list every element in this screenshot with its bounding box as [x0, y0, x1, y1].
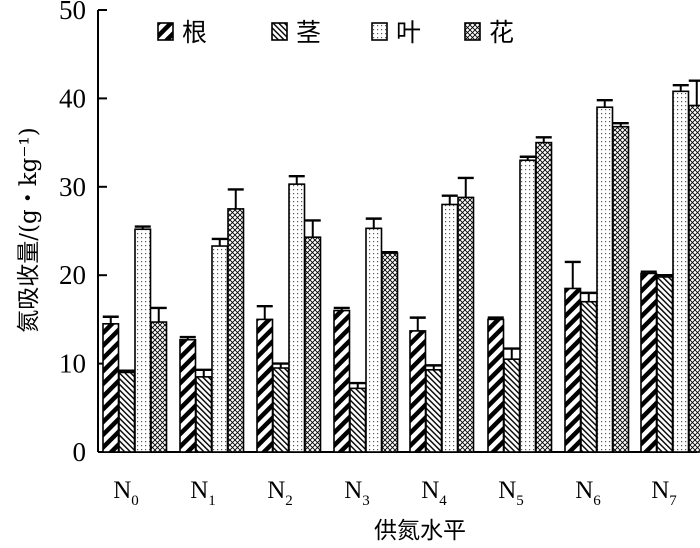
y-axis-title: 氮吸收量/(g・kg⁻¹): [16, 127, 42, 332]
bar: [381, 252, 399, 453]
x-tick-label: N0: [113, 477, 139, 509]
bar: [688, 104, 700, 453]
x-axis-ticks: N0 N1 N2 N3 N4 N5 N6 N7: [113, 477, 677, 509]
y-tick-label: 40: [59, 83, 86, 113]
bar: [349, 387, 367, 453]
x-axis-title: 供氮水平: [374, 518, 466, 544]
bar: [672, 90, 690, 453]
legend-label: 花: [489, 18, 514, 47]
bar: [150, 321, 168, 453]
y-tick-label: 50: [59, 0, 86, 25]
bar: [211, 245, 229, 453]
y-axis-ticks: 0 10 20 30 40 50: [59, 0, 107, 467]
x-tick-label: N3: [344, 477, 370, 509]
bar: [425, 368, 443, 453]
bar: [288, 183, 306, 453]
bar: [227, 208, 245, 453]
legend-label: 叶: [396, 18, 421, 47]
bar: [596, 106, 614, 453]
x-tick-label: N2: [267, 477, 293, 509]
bar: [102, 323, 120, 453]
legend-label: 根: [182, 18, 207, 47]
bar: [580, 300, 598, 453]
legend: 根茎叶花: [157, 18, 514, 47]
bar: [118, 371, 136, 453]
y-tick-label: 20: [59, 260, 86, 290]
bar: [134, 228, 152, 453]
bars: [102, 79, 700, 453]
bar: [457, 196, 475, 453]
bar: [441, 203, 459, 453]
legend-label: 茎: [296, 18, 321, 47]
bar: [564, 287, 582, 453]
legend-swatch: [371, 22, 388, 41]
bar: [256, 318, 274, 453]
bar: [304, 236, 322, 453]
x-tick-label: N6: [575, 477, 601, 509]
y-tick-label: 10: [59, 349, 86, 379]
bar: [612, 125, 630, 453]
legend-swatch: [464, 22, 481, 41]
x-tick-label: N4: [421, 477, 447, 509]
bar: [535, 141, 553, 453]
x-tick-label: N5: [498, 477, 524, 509]
bar: [487, 318, 505, 453]
x-tick-label: N7: [651, 477, 677, 509]
bar: [333, 309, 351, 453]
y-tick-label: 30: [59, 172, 86, 202]
x-tick-label: N1: [190, 477, 216, 509]
legend-swatch: [157, 22, 174, 41]
bar: [503, 358, 521, 453]
bar: [272, 367, 290, 453]
legend-swatch: [271, 22, 288, 41]
bar: [179, 338, 197, 453]
bar: [195, 376, 213, 453]
bar: [519, 159, 537, 453]
y-tick-label: 0: [73, 437, 87, 467]
bar: [365, 227, 383, 453]
bar: [409, 330, 427, 453]
bar: [640, 272, 658, 453]
bar: [656, 276, 674, 453]
